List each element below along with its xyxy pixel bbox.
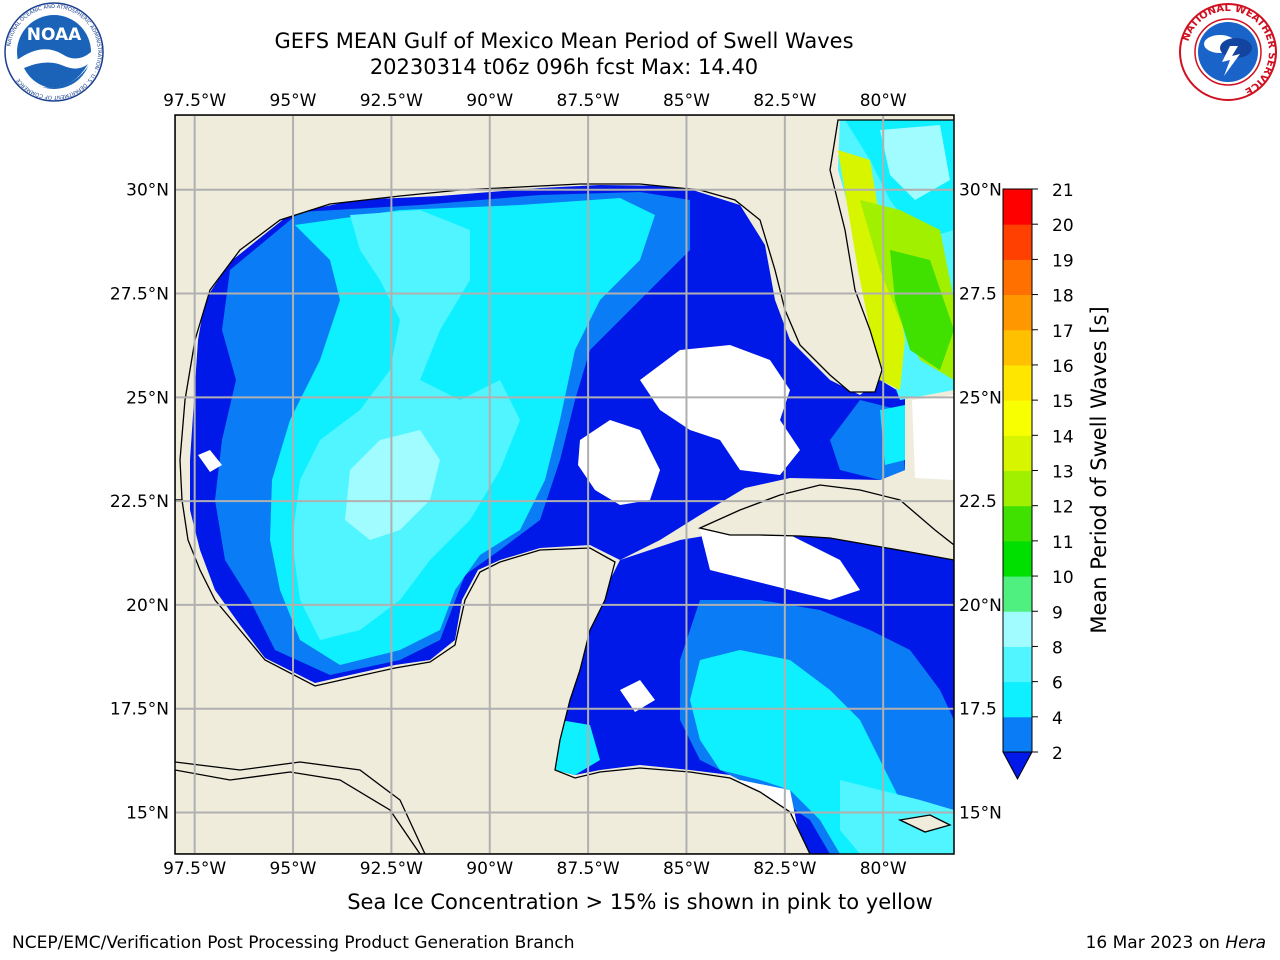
colorbar-tick-label: 4 [1052, 709, 1063, 729]
latitude-label: 25°N [959, 388, 1002, 408]
longitude-labels-top: 97.5°W 95°W 92.5°W 90°W 87.5°W 85°W 82.5°W 80°W [163, 91, 907, 111]
longitude-label: 85°W [663, 859, 710, 879]
colorbar-bin [1003, 540, 1032, 577]
longitude-label: 95°W [270, 91, 317, 111]
sea-ice-caption: Sea Ice Concentration > 15% is shown in … [347, 890, 933, 914]
latitude-label: 22.5°N [110, 492, 169, 512]
latitude-label: 15°N [126, 803, 169, 823]
footer-host: Hera [1225, 933, 1266, 953]
colorbar-bin [1003, 364, 1032, 401]
longitude-labels-bottom: 97.5°W 95°W 92.5°W 90°W 87.5°W 85°W 82.5°W 80°W [163, 859, 907, 879]
latitude-label: 22.5 [959, 492, 997, 512]
footer-date: 16 Mar 2023 on Hera [1086, 933, 1266, 953]
colorbar-bin [1003, 294, 1032, 331]
longitude-label: 80°W [860, 91, 907, 111]
colorbar-tick-label: 9 [1052, 603, 1063, 623]
longitude-label: 80°W [860, 859, 907, 879]
colorbar-bin [1003, 505, 1032, 542]
colorbar-bin [1003, 611, 1032, 647]
latitude-label: 20°N [126, 596, 169, 616]
colorbar-tick-label: 2 [1052, 744, 1063, 764]
colorbar-tick-label: 6 [1052, 674, 1063, 694]
map-area [175, 115, 954, 854]
latitude-label: 27.5°N [110, 285, 169, 305]
colorbar-tick-label: 21 [1052, 181, 1074, 201]
footer-date-text: 16 Mar 2023 on [1085, 933, 1226, 953]
nws-logo-icon: NATIONAL WEATHER SERVICE [1179, 3, 1277, 101]
colorbar-bin [1003, 681, 1032, 718]
colorbar-tick-label: 13 [1052, 463, 1074, 483]
swell-contours [175, 118, 954, 854]
colorbar-bin [1003, 716, 1032, 753]
colorbar-tick-label: 11 [1052, 533, 1074, 553]
longitude-label: 85°W [663, 91, 710, 111]
colorbar-tick-label: 15 [1052, 392, 1074, 412]
colorbar-under-arrow [1002, 751, 1033, 781]
longitude-label: 87.5°W [557, 91, 620, 111]
map-frame [174, 114, 955, 855]
latitude-label: 27.5 [959, 285, 997, 305]
colorbar-bin [1003, 224, 1032, 260]
longitude-label: 90°W [466, 91, 513, 111]
colorbar-bin [1003, 646, 1032, 683]
map-title: GEFS MEAN Gulf of Mexico Mean Period of … [274, 29, 854, 53]
land-masses [175, 115, 954, 854]
longitude-label: 82.5°W [753, 91, 816, 111]
colorbar-tick-label: 18 [1052, 287, 1074, 307]
colorbar-label: Mean Period of Swell Waves [s] [1087, 306, 1111, 633]
colorbar-bin [1003, 576, 1032, 612]
colorbar-tick-label: 17 [1052, 322, 1074, 342]
longitude-label: 92.5°W [360, 859, 423, 879]
longitude-label: 87.5°W [557, 859, 620, 879]
latitude-label: 30°N [959, 181, 1002, 201]
longitude-label: 92.5°W [360, 91, 423, 111]
colorbar-tick-label: 8 [1052, 638, 1063, 658]
latitude-label: 20°N [959, 596, 1002, 616]
latitude-labels-left: 30°N 27.5°N 25°N 22.5°N 20°N 17.5°N 15°N [110, 181, 169, 824]
noaa-logo-text: NOAA [27, 25, 82, 45]
colorbar-tick-label: 20 [1052, 216, 1074, 236]
map-subtitle: 20230314 t06z 096h fcst Max: 14.40 [369, 55, 759, 79]
colorbar-bin [1003, 435, 1032, 471]
colorbar-bin [1003, 400, 1032, 436]
latitude-labels-right: 30°N 27.5 25°N 22.5 20°N 17.5 15°N [959, 181, 1002, 824]
colorbar-tick-label: 14 [1052, 427, 1074, 447]
longitude-label: 97.5°W [163, 859, 226, 879]
noaa-logo-icon: NOAA NATIONAL OCEANIC AND ATMOSPHERIC AD… [4, 2, 104, 102]
latitude-label: 15°N [959, 803, 1002, 823]
colorbar-tick-label: 10 [1052, 568, 1074, 588]
colorbar-tick-label: 19 [1052, 251, 1074, 271]
latitude-label: 17.5°N [110, 700, 169, 720]
colorbar-bin [1003, 259, 1032, 296]
latitude-label: 17.5 [959, 700, 997, 720]
colorbar-bin [1003, 189, 1032, 225]
longitude-label: 90°W [466, 859, 513, 879]
colorbar: 2 4 6 8 9 10 11 12 13 14 15 16 17 18 19 20 21 [1002, 181, 1074, 781]
colorbar-bin [1003, 470, 1032, 507]
longitude-label: 82.5°W [753, 859, 816, 879]
longitude-label: 97.5°W [163, 91, 226, 111]
colorbar-tick-label: 16 [1052, 357, 1074, 377]
longitude-label: 95°W [270, 859, 317, 879]
latitude-label: 25°N [126, 388, 169, 408]
colorbar-bin [1003, 329, 1032, 366]
footer-credit: NCEP/EMC/Verification Post Processing Pr… [12, 933, 575, 953]
latitude-label: 30°N [126, 181, 169, 201]
graticule [175, 115, 954, 854]
colorbar-tick-label: 12 [1052, 498, 1074, 518]
